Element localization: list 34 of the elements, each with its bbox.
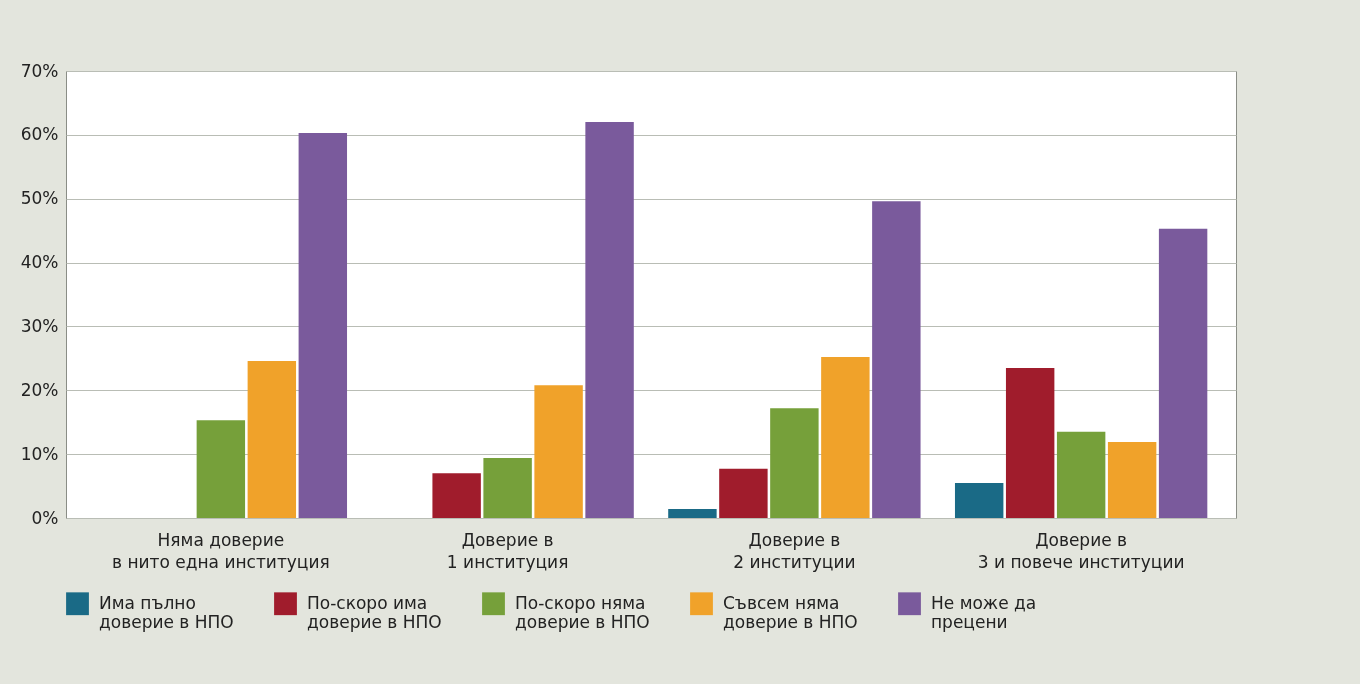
bar <box>534 385 583 518</box>
bar <box>668 509 717 518</box>
bar <box>1107 442 1157 518</box>
bar <box>770 408 819 518</box>
x-tick-label: Няма доверие в нито една институция <box>111 529 330 572</box>
bar <box>1158 228 1208 518</box>
bar <box>196 420 246 518</box>
bar <box>1005 367 1055 518</box>
bar <box>483 457 532 518</box>
y-tick-label: 40% <box>20 252 59 273</box>
y-tick-label: 50% <box>20 188 59 209</box>
bar <box>821 357 870 518</box>
legend-label: Съвсем няма доверие в НПО <box>723 592 858 632</box>
y-tick-label: 0% <box>31 507 59 528</box>
legend-label: Има пълно доверие в НПО <box>99 592 234 632</box>
x-tick-label: Доверие в 2 институции <box>733 529 856 572</box>
bar <box>872 201 921 518</box>
bar <box>585 122 634 518</box>
y-tick-label: 60% <box>20 124 59 145</box>
legend-label: Не може да прецени <box>931 592 1037 632</box>
y-tick-label: 70% <box>20 60 59 81</box>
legend-label: По-скоро има доверие в НПО <box>307 592 442 632</box>
legend-label: По-скоро няма доверие в НПО <box>515 592 650 632</box>
bar <box>954 482 1004 518</box>
y-tick-label: 20% <box>20 379 59 400</box>
bar <box>247 360 297 518</box>
x-tick-label: Доверие в 1 институция <box>446 529 569 572</box>
bar <box>719 468 768 518</box>
bar <box>432 473 481 518</box>
y-tick-label: 30% <box>20 315 59 336</box>
x-tick-label: Доверие в 3 и повече институции <box>977 529 1185 572</box>
bar <box>298 132 348 518</box>
bar <box>1056 431 1106 518</box>
y-tick-label: 10% <box>20 443 59 464</box>
